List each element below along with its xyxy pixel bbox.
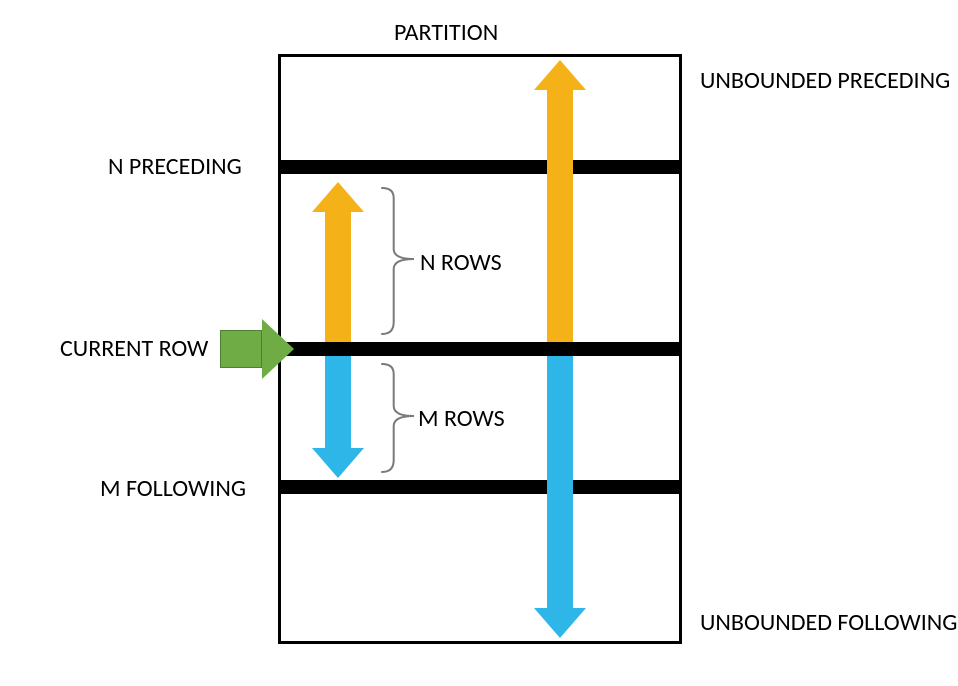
bar-n-preceding bbox=[281, 160, 679, 174]
label-m-rows: M ROWS bbox=[418, 404, 505, 433]
label-unbounded-following: UNBOUNDED FOLLOWING bbox=[700, 608, 957, 637]
bar-m-following bbox=[281, 480, 679, 494]
label-current-row: CURRENT ROW bbox=[60, 334, 208, 363]
brace-n-rows bbox=[380, 186, 418, 336]
label-n-rows: N ROWS bbox=[420, 248, 502, 277]
brace-m-rows bbox=[380, 362, 418, 474]
diagram-stage: { "canvas": { "width": 958, "height": 68… bbox=[0, 0, 958, 686]
label-unbounded-preceding: UNBOUNDED PRECEDING bbox=[700, 66, 950, 95]
bar-current-row bbox=[281, 342, 679, 356]
label-m-following: M FOLLOWING bbox=[100, 474, 246, 503]
title-label: PARTITION bbox=[394, 18, 498, 47]
label-n-preceding: N PRECEDING bbox=[108, 152, 242, 181]
